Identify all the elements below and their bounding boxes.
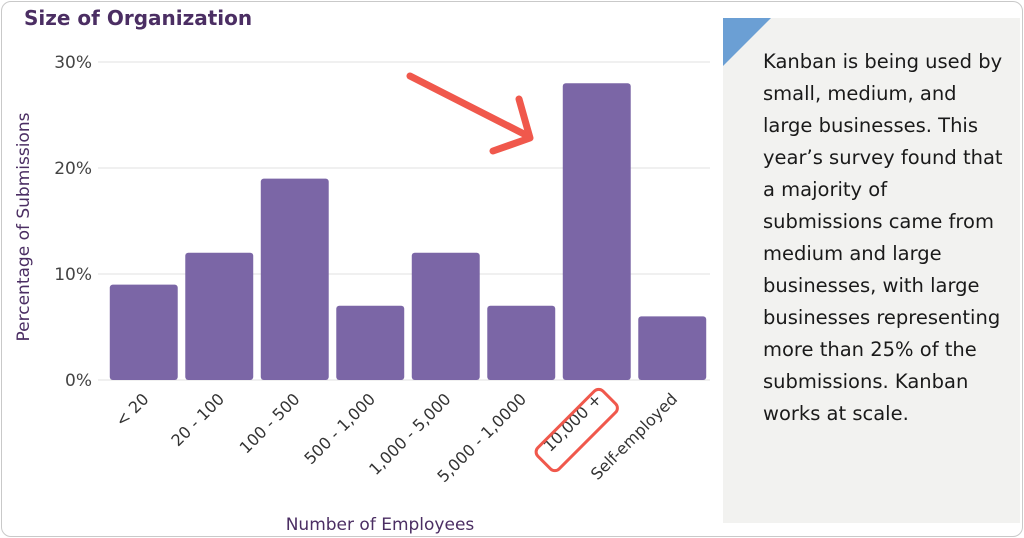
bar	[411, 252, 480, 380]
x-tick-label: < 20	[112, 389, 153, 430]
arrow-head	[489, 95, 534, 155]
x-tick-label: 100 - 500	[236, 389, 304, 457]
commentary-text: Kanban is being used by small, medium, a…	[763, 50, 1003, 425]
bar	[487, 305, 556, 380]
arrow-shaft	[406, 72, 528, 138]
bar	[109, 284, 178, 380]
y-tick-label: 20%	[54, 159, 92, 179]
bar	[185, 252, 254, 380]
y-axis-label: Percentage of Submissions	[14, 112, 34, 341]
x-tick-label: 20 - 100	[167, 389, 228, 450]
y-axis-ticks: 0% 10% 20% 30%	[54, 53, 92, 391]
commentary-panel: Kanban is being used by small, medium, a…	[723, 18, 1020, 523]
chart-title: Size of Organization	[24, 6, 253, 30]
bar	[638, 316, 707, 380]
highlight-box	[534, 387, 619, 473]
y-tick-label: 30%	[54, 53, 92, 73]
y-tick-label: 0%	[65, 371, 92, 391]
x-tick-label: 500 - 1,000	[300, 389, 379, 468]
x-axis-label: Number of Employees	[286, 515, 475, 535]
bar	[562, 83, 631, 380]
bar	[336, 305, 405, 380]
panel-corner-accent	[723, 18, 771, 66]
y-tick-label: 10%	[54, 265, 92, 285]
bars	[109, 83, 707, 380]
x-tick-label: 10,000 +	[539, 389, 605, 455]
bar	[260, 178, 329, 380]
annotations	[406, 72, 619, 473]
